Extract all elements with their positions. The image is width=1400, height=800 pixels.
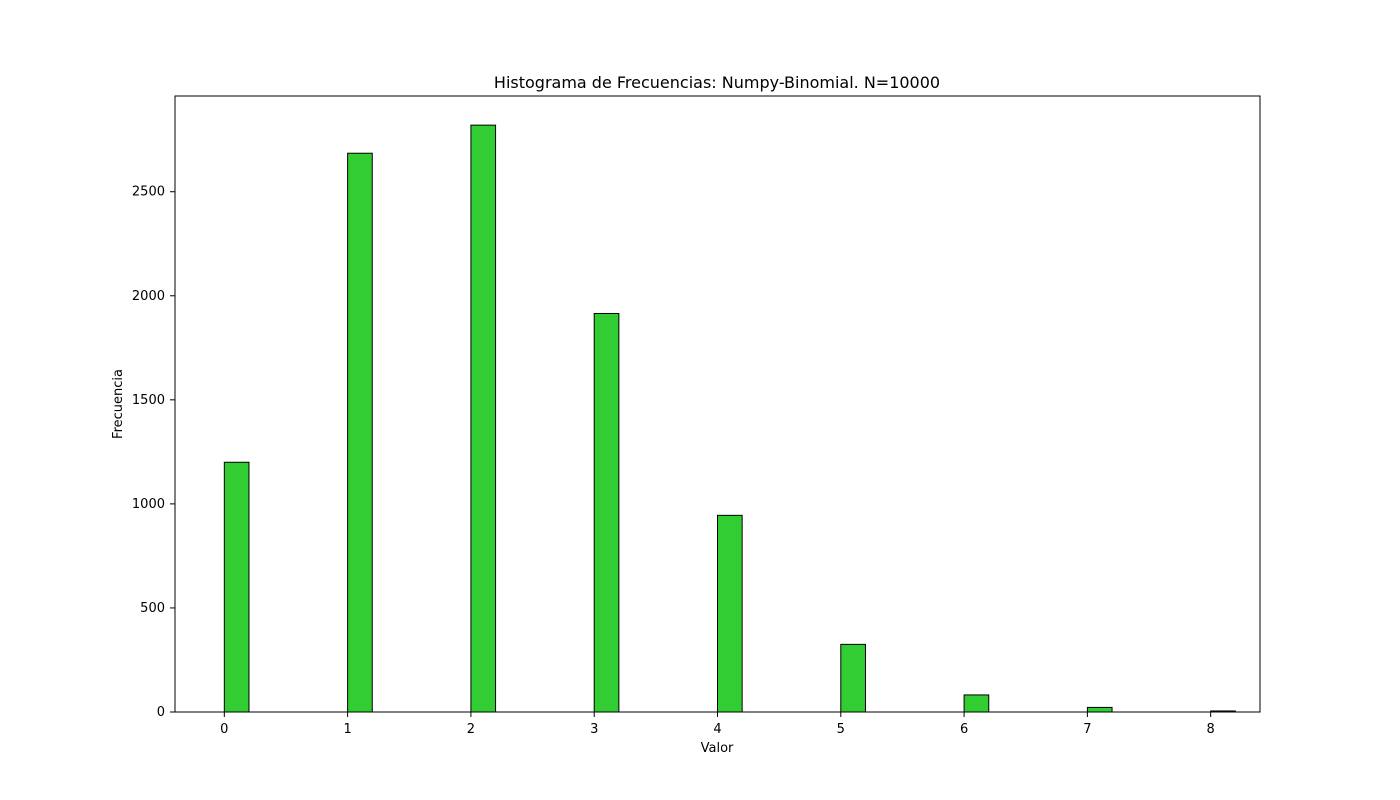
y-tick-label: 2000 [132, 289, 165, 304]
x-tick-label: 8 [1207, 722, 1215, 737]
x-tick-label: 4 [713, 722, 721, 737]
histogram-bar [223, 461, 250, 713]
y-tick-label: 0 [157, 705, 165, 720]
y-axis-ticks: 0 500 1000 1500 2000 2500 [132, 185, 175, 720]
x-tick-label: 5 [837, 722, 845, 737]
y-tick-label: 2500 [132, 185, 165, 200]
x-tick-label: 3 [590, 722, 598, 737]
x-tick-label: 6 [960, 722, 968, 737]
x-tick-label: 2 [467, 722, 475, 737]
histogram-bar [1086, 706, 1113, 713]
histogram-bar [470, 124, 497, 713]
histogram-bar [840, 643, 866, 713]
histogram-bar [347, 152, 373, 713]
x-axis-label: Valor [701, 741, 734, 756]
x-tick-label: 1 [343, 722, 351, 737]
plot-area-frame [174, 95, 1261, 713]
histogram-bar [963, 694, 990, 713]
y-tick-label: 1500 [132, 393, 165, 408]
y-tick-label: 1000 [132, 497, 165, 512]
x-tick-label: 7 [1083, 722, 1091, 737]
x-axis-ticks: 0 1 2 3 4 5 6 7 8 [220, 712, 1215, 737]
x-tick-label: 0 [220, 722, 228, 737]
histogram-bar [593, 312, 620, 713]
histogram-bar [717, 514, 743, 713]
y-axis-label: Frecuencia [111, 369, 126, 439]
y-tick-label: 500 [140, 601, 165, 616]
bars-group [223, 124, 1236, 713]
chart-title: Histograma de Frecuencias: Numpy-Binomia… [494, 73, 940, 92]
